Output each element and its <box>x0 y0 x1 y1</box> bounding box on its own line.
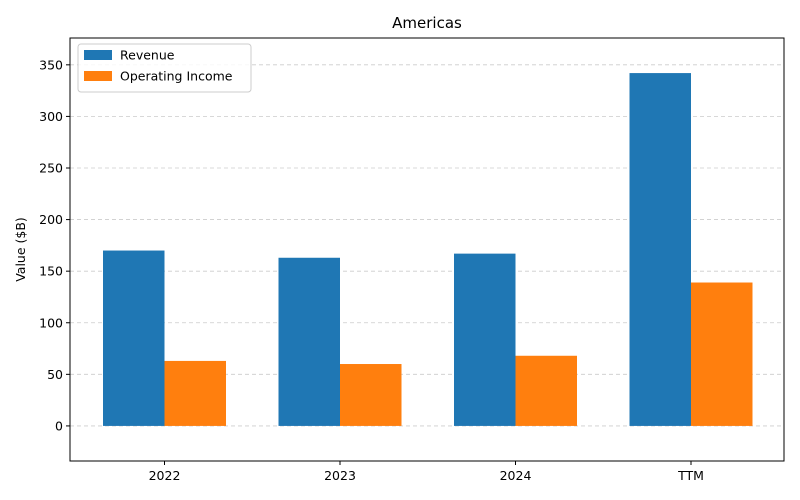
bar-operating-income-2022 <box>164 360 226 426</box>
bar-operating-income-ttm <box>691 282 753 426</box>
legend-label: Operating Income <box>120 69 233 84</box>
legend-swatch <box>84 50 112 60</box>
bar-revenue-ttm <box>629 73 691 426</box>
legend-swatch <box>84 71 112 81</box>
legend: Revenue Operating Income <box>77 43 252 93</box>
x-tick-label: 2024 <box>500 468 532 483</box>
bars <box>103 73 753 426</box>
bar-operating-income-2023 <box>340 364 402 426</box>
y-tick-label: 150 <box>39 264 63 279</box>
y-tick-label: 100 <box>39 315 63 330</box>
y-tick-label: 200 <box>39 212 63 227</box>
y-tick-label: 0 <box>55 418 63 433</box>
plot-frame <box>69 37 785 462</box>
axis-ticks: 0 50 100 150 200 250 300 350 2022 2023 2024 TTM <box>39 57 704 483</box>
bar-operating-income-2024 <box>515 355 577 426</box>
bar-revenue-2022 <box>103 250 165 426</box>
x-tick-label: 2023 <box>324 468 356 483</box>
y-tick-label: 250 <box>39 160 63 175</box>
y-tick-label: 300 <box>39 109 63 124</box>
y-axis-label: Value ($B) <box>13 217 28 282</box>
y-tick-label: 350 <box>39 57 63 72</box>
legend-label: Revenue <box>120 48 175 63</box>
y-tick-label: 50 <box>47 367 63 382</box>
x-tick-label: 2022 <box>149 468 181 483</box>
bar-revenue-2024 <box>454 253 516 426</box>
chart-title: Americas <box>392 14 462 32</box>
x-tick-label: TTM <box>677 468 704 483</box>
legend-box <box>77 43 252 93</box>
bar-revenue-2023 <box>278 257 340 426</box>
